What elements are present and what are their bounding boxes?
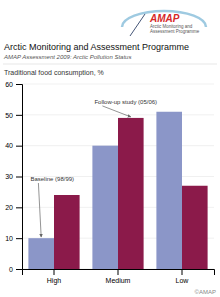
- bar: [156, 112, 182, 269]
- tick-mark: [16, 269, 22, 270]
- separator: [3, 64, 217, 65]
- tick-mark: [182, 269, 183, 275]
- tick-label: Medium: [106, 277, 131, 284]
- annotation: Baseline (98/99): [30, 176, 74, 182]
- title: Arctic Monitoring and Assessment Program…: [4, 42, 189, 52]
- tick-label: 30: [5, 173, 13, 180]
- chart: AMAPArctic Monitoring andAssessment Prog…: [0, 0, 220, 297]
- bar: [92, 146, 118, 269]
- copyright: ©AMAP: [195, 289, 216, 295]
- bar: [54, 195, 80, 269]
- grid: [22, 84, 214, 269]
- tick: 30: [5, 173, 22, 180]
- series: [28, 112, 182, 269]
- tick-label: 10: [5, 235, 13, 242]
- tick-mark: [16, 115, 22, 116]
- bar: [28, 238, 54, 269]
- tick-mark: [54, 269, 55, 275]
- x-axis: High Medium Low: [23, 269, 215, 285]
- bars: [28, 112, 207, 269]
- tick: 40: [5, 142, 22, 149]
- tick: Medium: [106, 269, 131, 284]
- tick-mark: [16, 238, 22, 239]
- y-axis: 0 10 20 30 40 50 60: [5, 81, 22, 273]
- subtitle: AMAP Assessment 2009: Arctic Pollution S…: [3, 54, 131, 60]
- tick-label: 20: [5, 204, 13, 211]
- logo-subtext: Assessment Programme: [150, 29, 200, 34]
- tick-label: 50: [5, 112, 13, 119]
- tick-label: Low: [176, 277, 190, 284]
- tick-mark: [16, 177, 22, 178]
- bar: [118, 118, 144, 269]
- tick-mark: [16, 207, 22, 208]
- grid-line: [22, 84, 214, 85]
- tick: 50: [5, 112, 22, 119]
- tick: 20: [5, 204, 22, 211]
- logo: AMAPArctic Monitoring andAssessment Prog…: [122, 11, 206, 36]
- annotations: Baseline (98/99) Follow-up study (05/06): [30, 99, 157, 237]
- tick: 0: [9, 266, 22, 273]
- tick: Low: [176, 269, 190, 284]
- axis-line: [16, 85, 23, 270]
- tick-mark: [16, 84, 22, 85]
- annotation-arrow: [102, 106, 130, 117]
- grid-line: [22, 114, 214, 115]
- logo-line: [130, 14, 145, 36]
- tick-label: 60: [5, 81, 13, 88]
- y-axis-title: Traditional food consumption, %: [4, 69, 104, 77]
- bar: [182, 186, 208, 269]
- annotation-arrow: [38, 183, 41, 237]
- tick-label: 0: [9, 266, 13, 273]
- logo-text: AMAP: [149, 13, 180, 24]
- tick-label: 40: [5, 142, 13, 149]
- tick: 60: [5, 81, 22, 88]
- plot: 0 10 20 30 40 50 60 High Medium Low Baseline (98/9…: [5, 81, 214, 285]
- tick-mark: [118, 269, 119, 275]
- tick: High: [47, 269, 62, 285]
- tick-label: High: [47, 277, 62, 285]
- annotation: Follow-up study (05/06): [94, 99, 157, 105]
- axis-line: [23, 270, 215, 276]
- tick: 10: [5, 235, 22, 242]
- tick-mark: [16, 146, 22, 147]
- series: [54, 118, 208, 269]
